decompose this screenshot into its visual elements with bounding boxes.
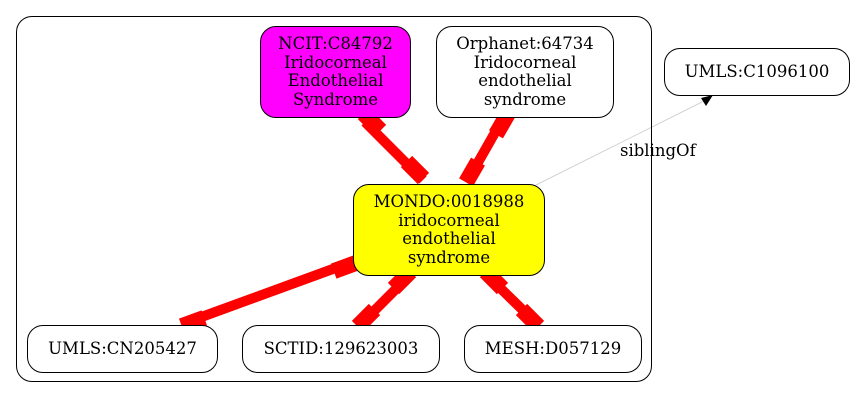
cap-ncit-bottom: [400, 155, 430, 185]
node-ncit-label-3: Syndrome: [292, 89, 379, 109]
node-mondo-label-2: endothelial: [402, 229, 496, 248]
node-orphanet-label-2: endothelial: [478, 71, 572, 90]
node-ncit-label-1: Iridocorneal: [284, 52, 387, 72]
node-mondo-id: MONDO:0018988: [373, 192, 525, 211]
node-ncit[interactable]: NCIT:C84792 Iridocorneal Endothelial Syn…: [260, 26, 411, 118]
node-mondo-label-3: syndrome: [407, 247, 491, 267]
node-umls-cn-id: UMLS:CN205427: [48, 338, 197, 358]
node-mondo[interactable]: MONDO:0018988 iridocorneal endothelial s…: [353, 184, 545, 276]
node-ncit-label-2: Endothelial: [287, 71, 384, 90]
node-umls-cn[interactable]: UMLS:CN205427: [27, 325, 218, 373]
node-orphanet-label-1: Iridocorneal: [473, 52, 577, 72]
node-mondo-label-1: iridocorneal: [398, 210, 500, 230]
node-ncit-id: NCIT:C84792: [278, 34, 393, 53]
node-orphanet-id: Orphanet:64734: [456, 34, 594, 53]
node-orphanet[interactable]: Orphanet:64734 Iridocorneal endothelial …: [436, 26, 614, 118]
node-umls-c-id: UMLS:C1096100: [684, 61, 830, 81]
cap-umls-cn-start: [330, 255, 360, 279]
mondo-cluster: [16, 16, 652, 382]
node-mesh-id: MESH:D057129: [484, 338, 622, 358]
node-mesh[interactable]: MESH:D057129: [464, 325, 642, 373]
node-umls-c[interactable]: UMLS:C1096100: [664, 48, 850, 96]
sibling-arrowhead: [701, 95, 713, 106]
node-orphanet-label-3: syndrome: [483, 89, 567, 109]
edge-mondo-umls-c: [535, 99, 707, 186]
edge-label-sibling-of: siblingOf: [620, 141, 696, 160]
edge-mondo-umls-cn: [183, 257, 354, 328]
cap-orphanet-bottom: [459, 157, 485, 187]
node-sctid[interactable]: SCTID:129623003: [242, 325, 440, 373]
node-sctid-id: SCTID:129623003: [263, 338, 419, 358]
